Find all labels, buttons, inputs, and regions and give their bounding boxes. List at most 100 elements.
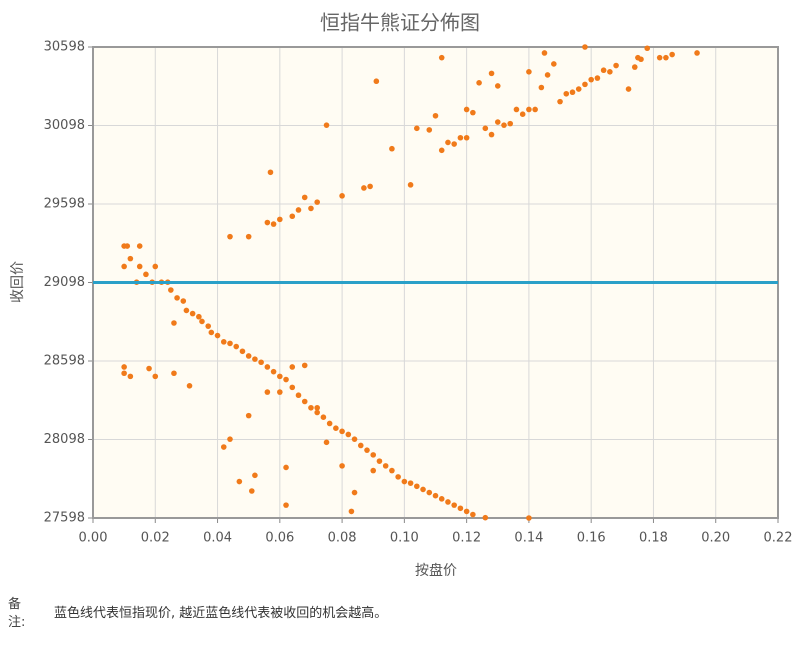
point [463, 106, 470, 113]
y-tick-label: 30598 [44, 40, 85, 55]
point [189, 310, 196, 317]
point [445, 499, 451, 505]
point [252, 356, 258, 362]
x-tick-label: 0.08 [328, 531, 357, 546]
point [333, 425, 339, 431]
point [152, 263, 159, 270]
point [314, 409, 320, 416]
x-tick-label: 0.20 [701, 531, 730, 546]
point [501, 122, 507, 128]
point [644, 45, 651, 52]
point [264, 219, 271, 226]
point [301, 398, 308, 405]
point [389, 467, 395, 474]
point [121, 364, 127, 370]
x-tick-label: 0.06 [265, 531, 294, 546]
point [267, 169, 274, 176]
point [295, 392, 302, 399]
point [513, 106, 520, 113]
point [289, 364, 296, 370]
point [494, 119, 501, 125]
point [252, 472, 258, 479]
point [326, 420, 333, 427]
x-tick-label: 0.16 [577, 531, 606, 546]
point [361, 185, 367, 191]
point [308, 404, 314, 411]
point [588, 76, 594, 83]
point [146, 365, 152, 372]
point [694, 50, 700, 56]
x-tick-label: 0.12 [452, 531, 481, 546]
point [382, 463, 389, 469]
point [308, 205, 314, 212]
point [438, 54, 445, 61]
point [582, 81, 588, 88]
point [227, 340, 233, 347]
point [208, 329, 215, 336]
point [526, 69, 532, 75]
point [426, 127, 433, 133]
point [432, 112, 439, 119]
point [289, 384, 296, 391]
point [488, 70, 495, 77]
point [227, 233, 233, 240]
y-axis-label: 收回价 [10, 261, 26, 303]
point [314, 404, 320, 411]
point [563, 90, 570, 97]
point [270, 368, 277, 375]
point [227, 436, 233, 442]
note-text: 蓝色线代表恒指现价, 越近蓝色线代表被收回的机会越高。 [54, 606, 388, 621]
point [220, 339, 227, 345]
y-tick-label: 28598 [44, 354, 85, 369]
point [323, 122, 330, 128]
point [339, 193, 345, 199]
chart-title: 恒指牛熊证分佈图 [320, 11, 480, 35]
point [532, 106, 538, 113]
point [136, 263, 143, 270]
point [451, 502, 457, 508]
point [320, 414, 327, 421]
point [245, 353, 252, 359]
point [507, 120, 514, 127]
point [367, 183, 373, 190]
point [414, 483, 420, 490]
point [638, 56, 644, 63]
point [541, 50, 548, 56]
point [171, 320, 177, 326]
point [248, 488, 255, 494]
point [414, 125, 420, 132]
point [389, 145, 395, 152]
point [339, 463, 345, 469]
point [613, 62, 619, 69]
point [196, 313, 202, 320]
point [463, 134, 470, 141]
y-tick-label: 30098 [44, 118, 85, 133]
point [401, 478, 408, 485]
point [569, 89, 576, 96]
point [283, 502, 289, 508]
point [656, 54, 663, 61]
x-tick-label: 0.14 [514, 531, 543, 546]
point [289, 213, 296, 220]
point [519, 111, 526, 117]
point [180, 298, 187, 304]
point [607, 69, 613, 75]
point [183, 307, 190, 314]
chart: 恒指牛熊证分佈图 按盘价 收回价 27598 28098 28598 29098 295… [10, 11, 792, 580]
x-axis-label: 按盘价 [415, 562, 457, 579]
point [205, 323, 212, 329]
point [199, 318, 205, 325]
point [301, 362, 308, 369]
point [283, 376, 289, 383]
point [457, 134, 464, 141]
y-tick-label: 27598 [44, 511, 85, 526]
point [457, 505, 464, 512]
point [445, 139, 451, 146]
point [663, 54, 669, 61]
point [551, 61, 557, 67]
point [174, 295, 180, 301]
point [136, 243, 143, 249]
point [594, 75, 601, 81]
point [323, 439, 330, 446]
